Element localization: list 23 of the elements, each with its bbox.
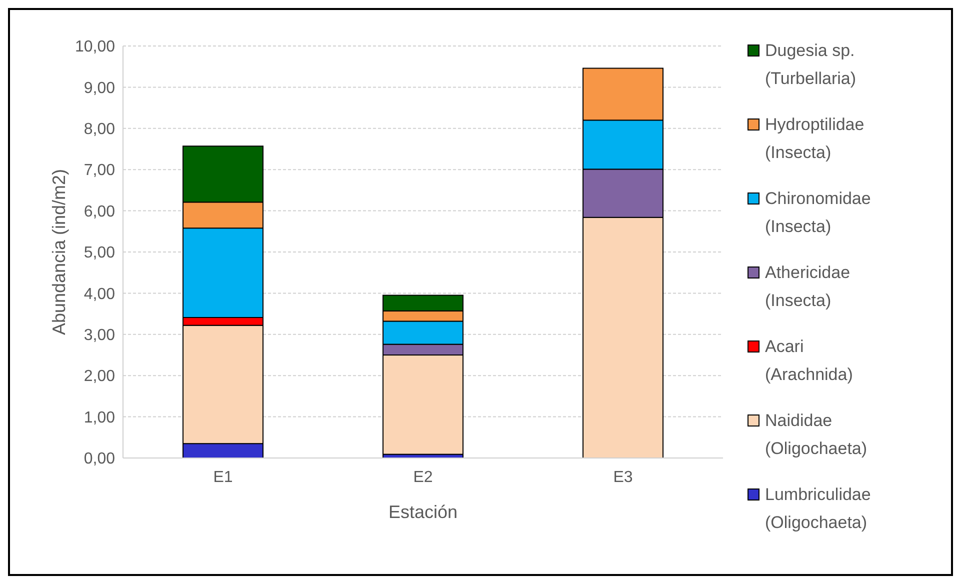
y-tick-label: 2,00 xyxy=(84,368,116,386)
x-tick-label: E1 xyxy=(213,469,233,486)
y-tick-label: 10,00 xyxy=(74,38,116,56)
x-tick-label: E3 xyxy=(613,469,633,486)
y-tick-label: 3,00 xyxy=(84,327,116,344)
legend-label: Lumbriculidae (Oligochaeta) xyxy=(765,485,871,532)
legend-label: Chironomidae (Insecta) xyxy=(765,189,871,236)
legend-label: Acari (Arachnida) xyxy=(765,337,853,384)
x-tick-label: E2 xyxy=(413,469,433,486)
y-tick-label: 6,00 xyxy=(84,203,116,220)
y-tick-label: 9,00 xyxy=(84,80,116,97)
y-tick-label: 7,00 xyxy=(84,162,116,180)
legend-label: Hydroptilidae (Insecta) xyxy=(765,115,864,162)
y-axis-title: Abundancia (ind/m2) xyxy=(49,168,69,336)
y-tick-label: 5,00 xyxy=(84,244,116,262)
y-tick-label: 4,00 xyxy=(84,286,116,303)
legend-label: Dugesia sp. (Turbellaria) xyxy=(765,41,856,88)
x-axis-title: Estación xyxy=(388,502,458,522)
y-tick-label: 8,00 xyxy=(84,121,116,138)
legend-label: Athericidae (Insecta) xyxy=(765,263,850,310)
legend-label: Naididae (Oligochaeta) xyxy=(765,411,868,458)
y-tick-label: 0,00 xyxy=(84,450,116,468)
y-tick-label: 1,00 xyxy=(84,409,116,426)
